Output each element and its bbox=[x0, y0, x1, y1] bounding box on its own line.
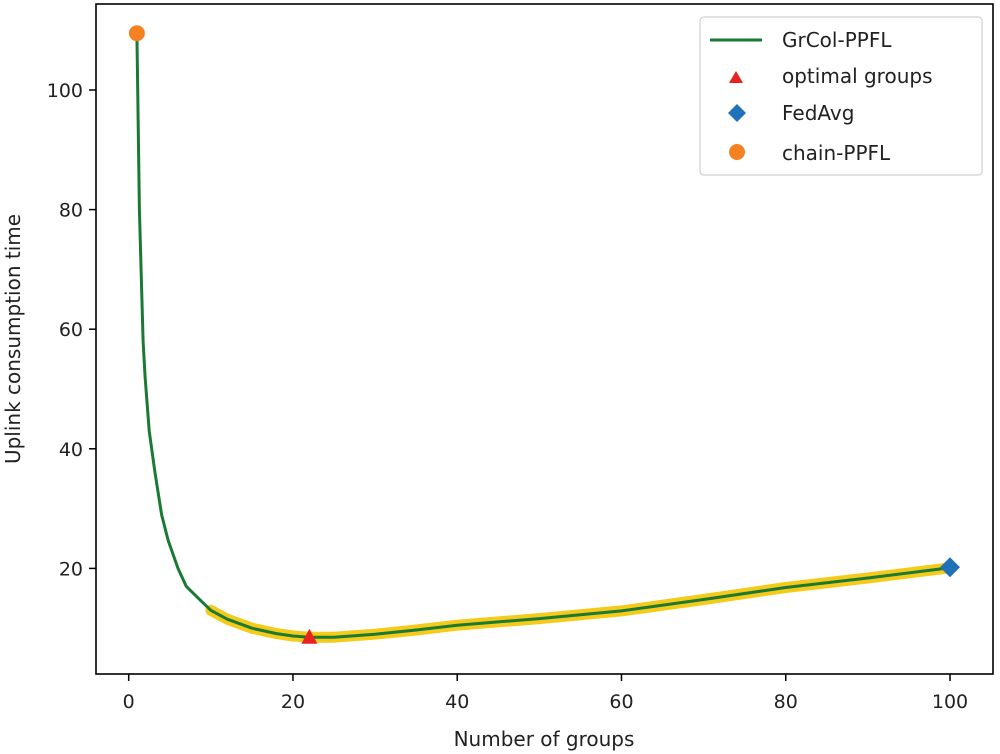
triangle-icon bbox=[729, 71, 743, 83]
series-line-grcol-ppfl bbox=[135, 33, 951, 639]
y-axis-label: Uplink consumption time bbox=[1, 214, 25, 464]
y-tick-label: 60 bbox=[59, 319, 83, 341]
legend-label-chain: chain-PPFL bbox=[782, 141, 891, 165]
diamond-marker-icon bbox=[940, 557, 960, 578]
highlight-band bbox=[205, 562, 956, 643]
y-tick-label: 20 bbox=[59, 558, 83, 580]
circle-marker-icon bbox=[128, 25, 145, 42]
x-tick-label: 100 bbox=[932, 691, 968, 713]
x-tick-label: 20 bbox=[281, 691, 305, 713]
x-axis-label: Number of groups bbox=[454, 727, 635, 751]
plot-lines bbox=[135, 33, 951, 639]
legend-box bbox=[699, 16, 983, 176]
y-tick-label: 80 bbox=[59, 200, 83, 222]
legend-label-optimal: optimal groups bbox=[782, 64, 933, 88]
highlight-band-path bbox=[205, 562, 956, 643]
legend-label-fedavg: FedAvg bbox=[782, 101, 854, 125]
diamond-icon bbox=[728, 104, 746, 122]
x-axis-ticks: 0 20 40 60 80 100 bbox=[123, 674, 968, 713]
y-tick-label: 100 bbox=[47, 80, 83, 102]
plot-frame bbox=[95, 3, 994, 675]
legend: GrCol-PPFL optimal groups FedAvg chain-P… bbox=[699, 16, 983, 176]
x-tick-label: 60 bbox=[609, 691, 633, 713]
plot-markers bbox=[128, 25, 960, 644]
y-tick-label: 40 bbox=[59, 439, 83, 461]
x-tick-label: 80 bbox=[774, 691, 798, 713]
x-tick-label: 40 bbox=[445, 691, 469, 713]
triangle-marker-icon bbox=[301, 628, 318, 644]
y-axis-ticks: 20 40 60 80 100 bbox=[47, 80, 96, 580]
x-tick-label: 0 bbox=[123, 691, 135, 713]
circle-icon bbox=[729, 144, 745, 160]
legend-label-grcol: GrCol-PPFL bbox=[782, 28, 892, 52]
